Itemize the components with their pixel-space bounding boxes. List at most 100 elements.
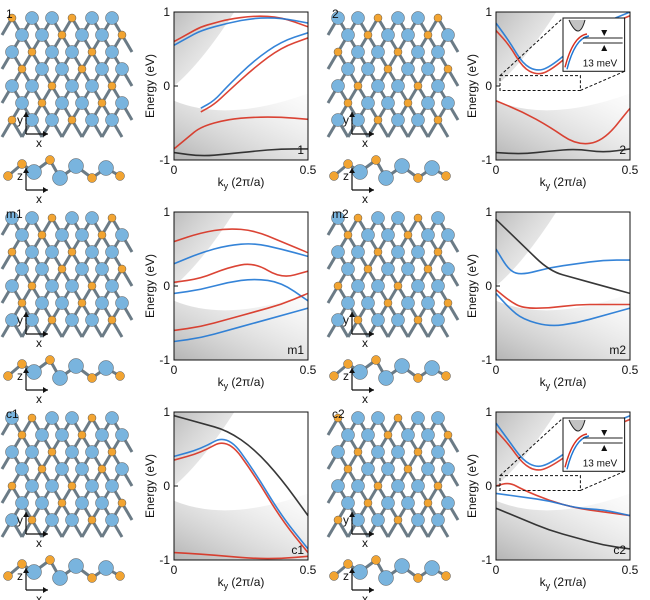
atom-small	[433, 115, 443, 125]
atom-small	[353, 213, 363, 223]
lattice-top-view	[0, 211, 134, 338]
atom-small	[343, 230, 353, 240]
atom-small	[433, 13, 443, 23]
atom-large	[351, 45, 365, 59]
atom-large	[352, 164, 368, 180]
y-tick-label: 0	[163, 79, 170, 93]
arrowhead	[23, 312, 29, 317]
atom-large	[105, 245, 119, 259]
atom-large	[411, 479, 425, 493]
arrowhead	[349, 512, 355, 517]
atom-small	[333, 515, 343, 525]
atom-small	[37, 98, 47, 108]
atom-large	[361, 428, 375, 442]
inset-arrow-up	[601, 445, 608, 451]
axis-label-vertical: z	[343, 169, 349, 183]
atom-large	[55, 96, 69, 110]
axis-label-vertical: y	[17, 113, 23, 127]
atom-small	[441, 371, 451, 381]
atom-large	[5, 313, 19, 327]
y-tick-label: 0	[485, 479, 492, 493]
lattice-side-view	[329, 355, 451, 386]
y-tick-label: 0	[163, 279, 170, 293]
atom-large	[95, 496, 109, 510]
atom-large	[55, 428, 69, 442]
lattice-side-view	[3, 155, 125, 186]
atom-small	[17, 298, 27, 308]
atom-small	[97, 230, 107, 240]
atom-large	[65, 279, 79, 293]
atom-large	[351, 479, 365, 493]
coordinate-axes: zx	[343, 568, 374, 600]
y-tick-label: -1	[481, 153, 492, 167]
atom-large	[5, 445, 19, 459]
x-axis-label: ky (2π/a)	[218, 175, 265, 191]
atom-large	[394, 158, 410, 174]
atom-large	[55, 228, 69, 242]
atom-large	[45, 479, 59, 493]
atom-large	[331, 313, 345, 327]
axis-label-horizontal: x	[362, 592, 368, 600]
atom-large	[424, 160, 440, 176]
atom-small	[87, 573, 97, 583]
atom-large	[371, 279, 385, 293]
atom-small	[17, 559, 27, 569]
inset-cone	[568, 19, 586, 32]
atom-large	[371, 211, 385, 225]
series-blue-1	[174, 243, 308, 265]
atom-large	[394, 358, 410, 374]
atom-large	[115, 228, 129, 242]
atom-large	[421, 228, 435, 242]
atom-large	[75, 96, 89, 110]
atom-large	[105, 45, 119, 59]
arrowhead	[43, 531, 48, 537]
x-axis-label: ky (2π/a)	[540, 175, 587, 191]
atom-small	[413, 213, 423, 223]
series-black-1	[496, 148, 630, 155]
series-red-1	[174, 228, 308, 254]
atom-small	[47, 81, 57, 91]
atom-small	[423, 30, 433, 40]
atom-large	[381, 28, 395, 42]
atom-small	[27, 47, 37, 57]
y-tick-label: 0	[485, 79, 492, 93]
y-tick-label: 1	[485, 205, 492, 219]
coordinate-axes: yx	[343, 312, 374, 350]
atom-small	[343, 359, 353, 369]
x-label-rest: (2π/a)	[550, 375, 586, 389]
panel-label: m1	[287, 343, 304, 357]
atom-large	[65, 411, 79, 425]
atom-large	[361, 462, 375, 476]
atom-small	[107, 315, 117, 325]
atom-large	[5, 45, 19, 59]
series-red-3	[174, 116, 308, 150]
atom-large	[411, 113, 425, 127]
y-axis-label: Energy (eV)	[465, 254, 479, 318]
atom-large	[26, 164, 42, 180]
atom-large	[331, 113, 345, 127]
y-tick-label: -1	[159, 353, 170, 367]
zoom-guide	[499, 17, 564, 77]
atom-large	[431, 279, 445, 293]
atom-small	[3, 371, 13, 381]
atom-small	[441, 571, 451, 581]
axis-label-vertical: y	[17, 313, 23, 327]
atom-large	[411, 245, 425, 259]
atom-large	[441, 496, 455, 510]
x-label-sub: y	[224, 381, 229, 391]
series-blue-2	[200, 31, 308, 109]
atom-small	[47, 213, 57, 223]
structure-label: c1	[6, 407, 19, 421]
atom-large	[361, 228, 375, 242]
series-blue-2	[174, 278, 308, 302]
atom-large	[75, 262, 89, 276]
atom-small	[371, 155, 381, 165]
atom-large	[52, 570, 68, 586]
atom-large	[75, 462, 89, 476]
x-tick-label: 0	[493, 563, 500, 577]
atom-small	[87, 47, 97, 57]
coordinate-axes: zx	[17, 368, 48, 406]
